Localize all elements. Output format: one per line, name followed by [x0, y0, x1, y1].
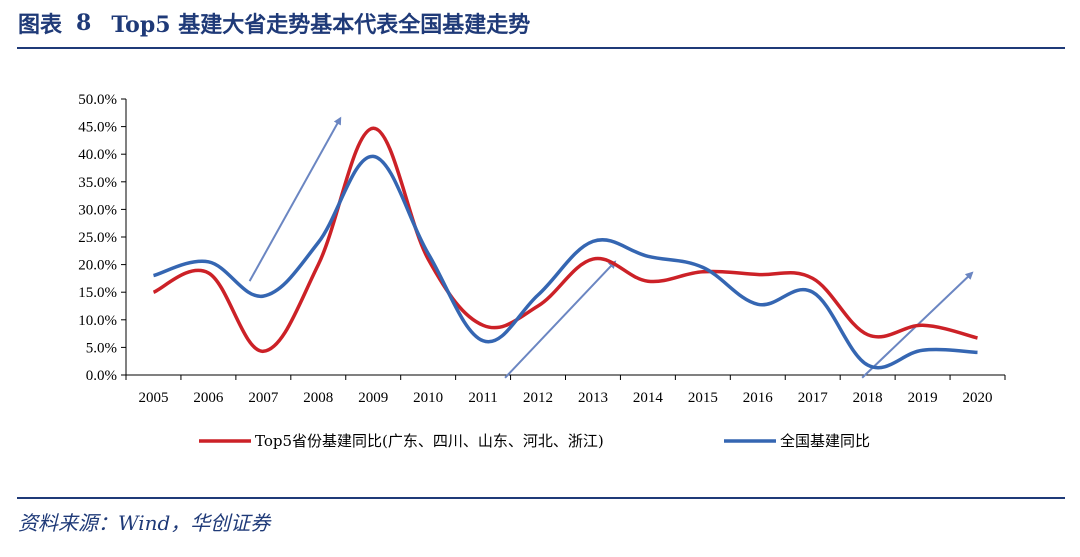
y-tick-label: 25.0% — [78, 230, 117, 246]
trend-arrow-2 — [504, 260, 617, 379]
figure-title-text: Top5 基建大省走势基本代表全国基建走势 — [111, 12, 531, 38]
x-tick-label: 2012 — [523, 390, 553, 406]
legend-top5-label: Top5省份基建同比(广东、四川、山东、河北、浙江) — [255, 432, 604, 450]
x-tick-label: 2009 — [358, 390, 388, 406]
y-tick-label: 10.0% — [78, 313, 117, 329]
x-tick-label: 2020 — [963, 390, 993, 406]
y-tick-label: 20.0% — [78, 258, 117, 274]
footer-rule — [17, 497, 1065, 499]
x-tick-label: 2013 — [578, 390, 608, 406]
x-tick-label: 2017 — [798, 390, 829, 406]
figure-number: 8 — [76, 10, 92, 36]
series-line-national — [152, 154, 978, 370]
x-tick-label: 2007 — [248, 390, 279, 406]
x-tick-label: 2010 — [413, 390, 443, 406]
x-tick-label: 2005 — [138, 390, 168, 406]
y-tick-label: 45.0% — [78, 120, 117, 136]
x-tick-label: 2015 — [688, 390, 718, 406]
title-rule — [17, 47, 1065, 49]
figure-title: 图表 8 Top5 基建大省走势基本代表全国基建走势 — [18, 2, 530, 44]
figure-label: 图表 — [18, 12, 63, 38]
x-tick-label: 2006 — [193, 390, 224, 406]
x-tick-label: 2019 — [908, 390, 938, 406]
x-tick-label: 2008 — [303, 390, 333, 406]
x-tick-label: 2016 — [743, 390, 774, 406]
series-line-top5 — [152, 126, 978, 354]
y-tick-label: 0.0% — [86, 368, 117, 384]
y-tick-label: 15.0% — [78, 285, 117, 301]
trend-arrow-1 — [248, 116, 342, 282]
y-tick-label: 35.0% — [78, 175, 117, 191]
x-tick-label: 2018 — [853, 390, 883, 406]
y-tick-label: 30.0% — [78, 202, 117, 218]
x-tick-label: 2014 — [633, 390, 664, 406]
legend-national-label: 全国基建同比 — [780, 432, 870, 450]
y-tick-label: 40.0% — [78, 147, 117, 163]
y-tick-label: 5.0% — [86, 340, 117, 356]
source-note: 资料来源：Wind，华创证券 — [18, 511, 271, 535]
y-tick-label: 50.0% — [78, 92, 117, 108]
x-tick-label: 2011 — [468, 390, 497, 406]
